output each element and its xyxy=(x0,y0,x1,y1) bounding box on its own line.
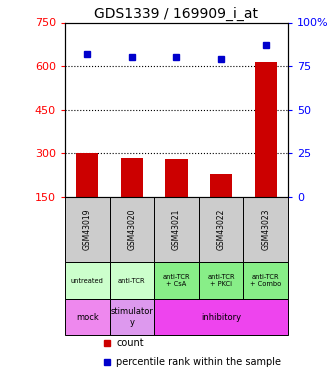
Text: untreated: untreated xyxy=(71,278,104,284)
Bar xyxy=(65,197,110,262)
Text: stimulator
y: stimulator y xyxy=(111,308,153,327)
Bar xyxy=(154,262,199,299)
Bar xyxy=(154,299,288,335)
Bar xyxy=(166,159,188,197)
Bar xyxy=(255,62,277,197)
Bar xyxy=(243,262,288,299)
Text: GSM43019: GSM43019 xyxy=(83,209,92,250)
Bar xyxy=(110,262,154,299)
Text: anti-TCR
+ Combo: anti-TCR + Combo xyxy=(250,274,281,287)
Text: GSM43022: GSM43022 xyxy=(216,209,226,250)
Bar xyxy=(154,197,199,262)
Bar xyxy=(199,262,243,299)
Text: anti-TCR
+ CsA: anti-TCR + CsA xyxy=(163,274,190,287)
Bar xyxy=(76,153,99,197)
Text: count: count xyxy=(116,338,144,348)
Bar xyxy=(199,197,243,262)
Text: percentile rank within the sample: percentile rank within the sample xyxy=(116,357,281,367)
Bar xyxy=(121,158,143,197)
Text: anti-TCR
+ PKCi: anti-TCR + PKCi xyxy=(207,274,235,287)
Text: mock: mock xyxy=(76,313,99,322)
Bar xyxy=(210,174,232,197)
Text: inhibitory: inhibitory xyxy=(201,313,241,322)
Bar xyxy=(243,197,288,262)
Bar xyxy=(65,299,110,335)
Text: GSM43023: GSM43023 xyxy=(261,209,270,250)
Text: GSM43020: GSM43020 xyxy=(127,209,137,250)
Title: GDS1339 / 169909_i_at: GDS1339 / 169909_i_at xyxy=(95,8,258,21)
Bar xyxy=(110,299,154,335)
Text: GSM43021: GSM43021 xyxy=(172,209,181,250)
Bar xyxy=(65,262,110,299)
Bar xyxy=(110,197,154,262)
Text: anti-TCR: anti-TCR xyxy=(118,278,146,284)
